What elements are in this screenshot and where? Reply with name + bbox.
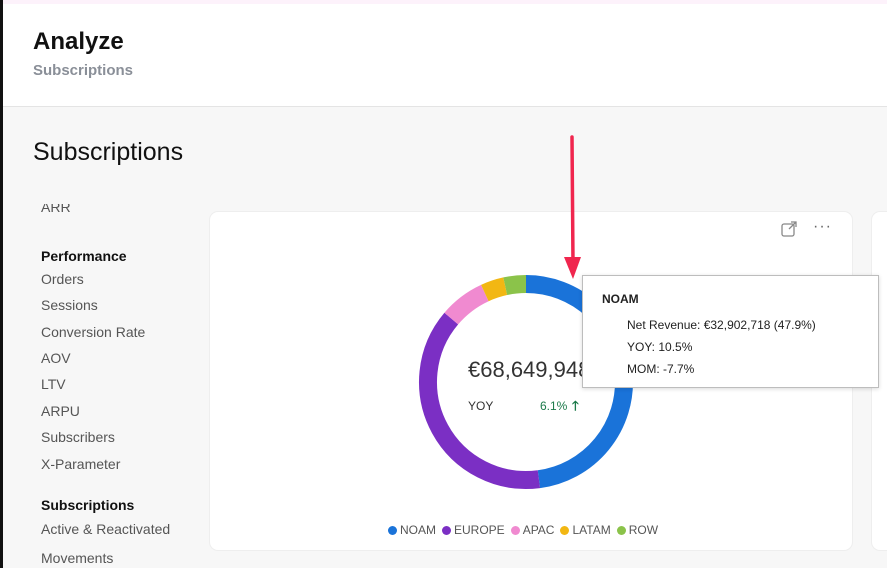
legend-dot [442, 525, 451, 535]
more-icon[interactable]: ··· [813, 218, 832, 235]
section-title: Subscriptions [33, 138, 184, 166]
sidebar-heading-subscriptions: Subscriptions [41, 497, 135, 513]
sidebar-item-conversion-rate[interactable]: Conversion Rate [41, 324, 146, 340]
legend-label: NOAM [400, 523, 436, 537]
legend-dot [388, 525, 397, 535]
page-title: Analyze [33, 28, 124, 55]
legend-item-europe[interactable]: EUROPE [442, 523, 505, 537]
sidebar-item-ltv[interactable]: LTV [41, 376, 66, 392]
annotation-arrow [564, 135, 581, 279]
expand-icon[interactable] [780, 220, 798, 238]
yoy-label: YOY [468, 399, 494, 413]
legend-label: EUROPE [454, 523, 505, 537]
sidebar-item-arr[interactable]: ARR [41, 204, 71, 214]
legend-label: APAC [522, 523, 555, 537]
sidebar-item-x-parameter[interactable]: X-Parameter [41, 456, 121, 472]
legend-item-apac[interactable]: APAC [510, 523, 555, 537]
legend-item-latam[interactable]: LATAM [560, 523, 611, 537]
page-header: Analyze Subscriptions [3, 4, 887, 107]
legend-label: LATAM [572, 523, 611, 537]
sidebar-item-subscribers[interactable]: Subscribers [41, 429, 115, 445]
donut-slice-apac[interactable] [444, 284, 489, 325]
legend-item-row[interactable]: ROW [616, 523, 659, 537]
chart-tooltip: NOAM Net Revenue: €32,902,718 (47.9%) YO… [582, 275, 879, 388]
sidebar-item-movements[interactable]: Movements [41, 550, 114, 566]
sidebar-item-arpu[interactable]: ARPU [41, 403, 80, 419]
sidebar-heading-performance: Performance [41, 248, 127, 264]
donut-chart [419, 275, 633, 489]
sidebar: ARR Performance Orders Sessions Conversi… [0, 200, 200, 568]
sidebar-item-active-reactivated[interactable]: Active & Reactivated [41, 521, 171, 537]
tooltip-net-revenue: Net Revenue: €32,902,718 (47.9%) [627, 318, 816, 332]
yoy-value: 6.1% [540, 399, 568, 413]
donut-slice-row[interactable] [503, 275, 527, 296]
sidebar-item-aov[interactable]: AOV [41, 350, 71, 366]
arrow-up-icon: 🡑 [572, 398, 579, 413]
tooltip-yoy: YOY: 10.5% [627, 340, 693, 354]
breadcrumb[interactable]: Subscriptions [33, 62, 134, 79]
tooltip-title: NOAM [602, 292, 639, 306]
sidebar-item-sessions[interactable]: Sessions [41, 297, 98, 313]
legend-item-noam[interactable]: NOAM [388, 523, 436, 537]
legend-label: ROW [628, 523, 659, 537]
donut-slice-europe[interactable] [419, 312, 541, 489]
legend-dot [560, 525, 570, 535]
tooltip-mom: MOM: -7.7% [627, 362, 695, 376]
chart-legend: NOAM EUROPE APAC LATAM ROW [388, 523, 658, 537]
legend-dot [616, 525, 626, 535]
top-strip [0, 0, 887, 4]
sidebar-item-orders[interactable]: Orders [41, 271, 84, 287]
total-revenue-value: €68,649,948 [468, 357, 591, 382]
legend-dot [510, 525, 520, 535]
donut-slice-latam[interactable] [481, 277, 508, 302]
window-edge [0, 0, 3, 568]
